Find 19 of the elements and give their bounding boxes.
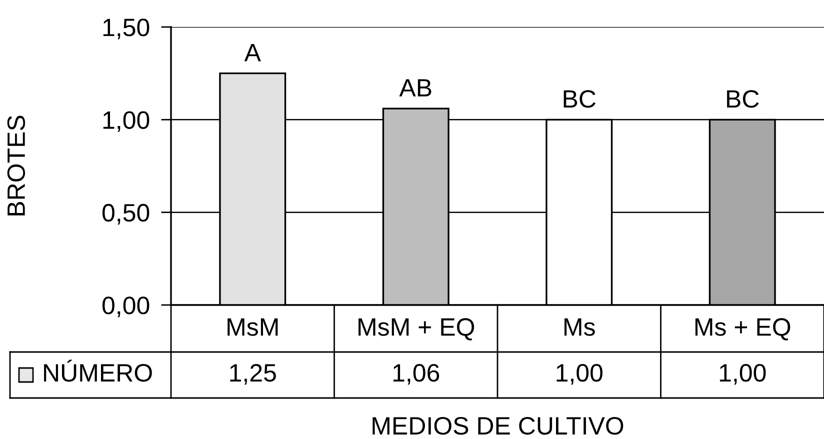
data-label: 1,25 xyxy=(230,364,276,385)
y-axis-title: BROTES xyxy=(7,116,26,216)
annotation: BC xyxy=(564,90,596,108)
x-axis-title: MEDIOS DE CULTIVO xyxy=(372,417,624,435)
x-tick-label: Ms xyxy=(564,318,595,336)
legend-label: NÚMERO xyxy=(44,360,152,382)
data-label: 1,00 xyxy=(720,364,766,385)
y-tick-label: 1,50 xyxy=(103,18,150,40)
y-tick-label: 0,50 xyxy=(102,204,150,225)
annotation: AB xyxy=(399,79,432,96)
data-label: 1,00 xyxy=(556,364,602,385)
x-tick-label: Ms + EQ xyxy=(695,318,790,340)
y-tick-label: 1,00 xyxy=(103,111,150,132)
data-label: 1,06 xyxy=(393,364,440,385)
y-tick-label: 0,00 xyxy=(102,296,150,318)
x-tick-label: MsM xyxy=(228,318,278,336)
annotation: A xyxy=(244,44,261,62)
x-tick-label: MsM + EQ xyxy=(358,318,474,340)
annotation: BC xyxy=(727,90,759,108)
